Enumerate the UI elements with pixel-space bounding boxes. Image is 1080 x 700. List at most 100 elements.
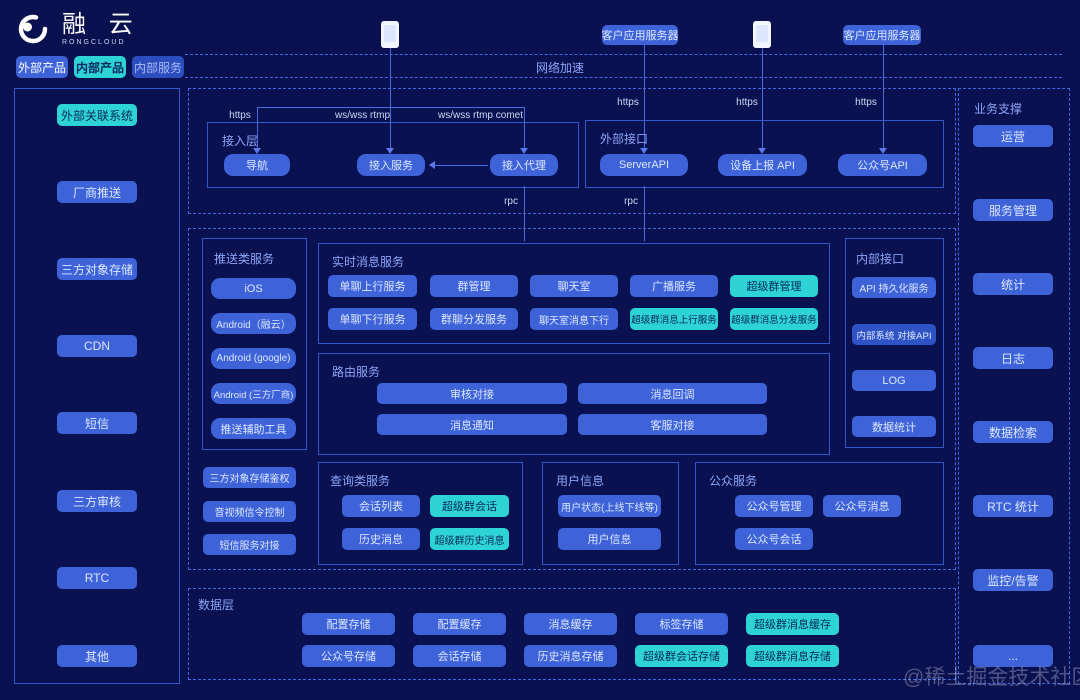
- rongcloud-logo-icon: [18, 14, 48, 44]
- chatroom-message-downlink-button[interactable]: 聊天室消息下行: [530, 308, 618, 330]
- super-group-message-uplink-button[interactable]: 超级群消息上行服务: [630, 308, 718, 330]
- network-band-top-line: [185, 54, 1062, 55]
- log-button[interactable]: LOG: [852, 370, 936, 391]
- device-report-api-button[interactable]: 设备上报 API: [718, 154, 807, 176]
- android-google-push-button[interactable]: Android (google): [211, 348, 296, 369]
- client-app-server-1: 客户应用服务器: [602, 25, 679, 45]
- single-chat-uplink-button[interactable]: 单聊上行服务: [328, 275, 417, 297]
- rtc-button[interactable]: RTC: [57, 567, 137, 589]
- tag-storage-button[interactable]: 标签存储: [635, 613, 728, 635]
- third-party-review-button[interactable]: 三方审核: [57, 490, 137, 512]
- official-account-conversation-button[interactable]: 公众号会话: [735, 528, 813, 550]
- data-search-button[interactable]: 数据检索: [973, 421, 1053, 443]
- push-helper-tools-button[interactable]: 推送辅助工具: [211, 418, 296, 439]
- other-button[interactable]: 其他: [57, 645, 137, 667]
- super-group-management-button[interactable]: 超级群管理: [730, 275, 818, 297]
- message-notification-button[interactable]: 消息通知: [377, 414, 567, 435]
- data-statistics-button[interactable]: 数据统计: [852, 416, 936, 437]
- tab-external-products[interactable]: 外部产品: [16, 56, 68, 78]
- ios-push-button[interactable]: iOS: [211, 278, 296, 299]
- super-group-history-messages-button[interactable]: 超级群历史消息: [430, 528, 509, 550]
- official-account-storage-button[interactable]: 公众号存储: [302, 645, 395, 667]
- config-storage-button[interactable]: 配置存储: [302, 613, 395, 635]
- message-callback-button[interactable]: 消息回调: [578, 383, 767, 404]
- monitoring-alert-button[interactable]: 监控/告警: [973, 569, 1053, 591]
- access-proxy-button[interactable]: 接入代理: [490, 154, 558, 176]
- connector-line: [257, 107, 258, 148]
- conversation-storage-button[interactable]: 会话存储: [413, 645, 506, 667]
- android-vendor-push-button[interactable]: Android (三方厂商): [211, 383, 296, 404]
- config-cache-button[interactable]: 配置缓存: [413, 613, 506, 635]
- more-button[interactable]: ...: [973, 645, 1053, 667]
- operations-button[interactable]: 运营: [973, 125, 1053, 147]
- android-rongcloud-push-button[interactable]: Android（融云）: [211, 313, 296, 334]
- internal-system-integration-api-button[interactable]: 内部系统 对接API: [852, 324, 936, 345]
- user-status-button[interactable]: 用户状态(上线下线等): [558, 495, 661, 517]
- business-support-panel: [958, 88, 1070, 684]
- query-services-title: 查询类服务: [330, 474, 391, 488]
- official-account-management-button[interactable]: 公众号管理: [735, 495, 813, 517]
- logo-subtitle: RONGCLOUD: [62, 38, 126, 46]
- rongcloud-logo: 融 云 RONGCLOUD: [14, 10, 141, 48]
- user-info-button[interactable]: 用户信息: [558, 528, 661, 550]
- official-account-api-button[interactable]: 公众号API: [838, 154, 927, 176]
- av-signaling-control-button[interactable]: 音视频信令控制: [203, 501, 296, 522]
- client-app-server-2: 客户应用服务器: [843, 25, 921, 45]
- server-api-button[interactable]: ServerAPI: [600, 154, 688, 176]
- protocol-label-rpc: rpc: [504, 196, 518, 207]
- logo-title: 融 云: [62, 10, 141, 38]
- access-layer-title: 接入层: [222, 134, 259, 148]
- push-services-box: [202, 238, 307, 450]
- rtc-statistics-button[interactable]: RTC 统计: [973, 495, 1053, 517]
- user-info-box: [542, 462, 679, 565]
- connector-line: [390, 107, 391, 148]
- super-group-message-storage-button[interactable]: 超级群消息存储: [746, 645, 839, 667]
- protocol-label-https: https: [617, 97, 639, 108]
- group-management-button[interactable]: 群管理: [430, 275, 518, 297]
- message-cache-button[interactable]: 消息缓存: [524, 613, 617, 635]
- tab-internal-services[interactable]: 内部服务: [132, 56, 184, 78]
- third-party-object-storage-button[interactable]: 三方对象存储: [57, 258, 137, 280]
- broadcast-service-button[interactable]: 广播服务: [630, 275, 718, 297]
- conversation-list-button[interactable]: 会话列表: [342, 495, 420, 517]
- arrow-down-icon: [640, 148, 648, 154]
- api-persistence-service-button[interactable]: API 持久化服务: [852, 277, 936, 298]
- history-messages-button[interactable]: 历史消息: [342, 528, 420, 550]
- connector-line: [390, 48, 391, 107]
- chatroom-button[interactable]: 聊天室: [530, 275, 618, 297]
- connector-line: [524, 107, 525, 148]
- customer-service-integration-button[interactable]: 客服对接: [578, 414, 767, 435]
- mobile-phone-icon: [381, 21, 399, 48]
- services-container: [188, 228, 956, 570]
- sms-service-integration-button[interactable]: 短信服务对接: [203, 534, 296, 555]
- logs-button[interactable]: 日志: [973, 347, 1053, 369]
- review-integration-button[interactable]: 审核对接: [377, 383, 567, 404]
- super-group-conversation-storage-button[interactable]: 超级群会话存储: [635, 645, 728, 667]
- arrow-down-icon: [758, 148, 766, 154]
- access-service-button[interactable]: 接入服务: [357, 154, 425, 176]
- internal-api-title: 内部接口: [856, 252, 905, 266]
- object-storage-auth-button[interactable]: 三方对象存储鉴权: [203, 467, 296, 488]
- super-group-message-distribution-button[interactable]: 超级群消息分发服务: [730, 308, 818, 330]
- arrow-down-icon: [253, 148, 261, 154]
- cdn-button[interactable]: CDN: [57, 335, 137, 357]
- group-chat-distribution-button[interactable]: 群聊分发服务: [430, 308, 518, 330]
- super-group-message-cache-button[interactable]: 超级群消息缓存: [746, 613, 839, 635]
- tab-internal-products[interactable]: 内部产品: [74, 56, 126, 78]
- official-account-message-button[interactable]: 公众号消息: [823, 495, 901, 517]
- single-chat-downlink-button[interactable]: 单聊下行服务: [328, 308, 417, 330]
- history-message-storage-button[interactable]: 历史消息存储: [524, 645, 617, 667]
- arrow-down-icon: [879, 148, 887, 154]
- navigation-button[interactable]: 导航: [224, 154, 290, 176]
- statistics-button[interactable]: 统计: [973, 273, 1053, 295]
- network-acceleration-label: 网络加速: [535, 61, 584, 75]
- sms-button[interactable]: 短信: [57, 412, 137, 434]
- watermark: @稀土掘金技术社区: [903, 666, 1080, 689]
- service-management-button[interactable]: 服务管理: [973, 199, 1053, 221]
- super-group-conversation-button[interactable]: 超级群会话: [430, 495, 509, 517]
- external-related-systems-button[interactable]: 外部关联系统: [57, 104, 137, 126]
- arrow-down-icon: [520, 148, 528, 154]
- external-api-title: 外部接口: [600, 132, 649, 146]
- vendor-push-button[interactable]: 厂商推送: [57, 181, 137, 203]
- realtime-message-services-title: 实时消息服务: [332, 255, 405, 269]
